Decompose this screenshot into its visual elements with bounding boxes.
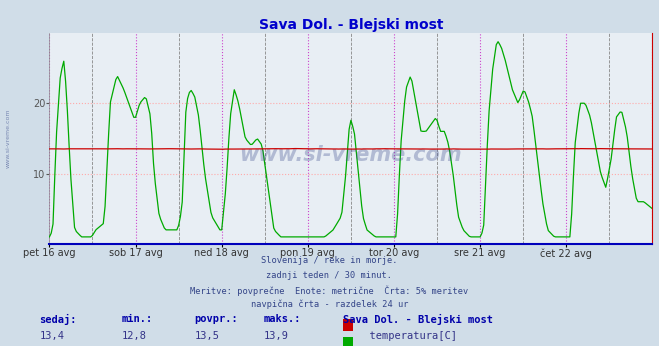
Title: Sava Dol. - Blejski most: Sava Dol. - Blejski most <box>259 18 443 32</box>
Text: zadnji teden / 30 minut.: zadnji teden / 30 minut. <box>266 271 393 280</box>
Text: temperatura[C]: temperatura[C] <box>357 331 457 341</box>
Text: www.si-vreme.com: www.si-vreme.com <box>240 145 462 165</box>
Text: Slovenija / reke in morje.: Slovenija / reke in morje. <box>261 256 398 265</box>
Text: navpična črta - razdelek 24 ur: navpična črta - razdelek 24 ur <box>251 300 408 309</box>
Text: Meritve: povprečne  Enote: metrične  Črta: 5% meritev: Meritve: povprečne Enote: metrične Črta:… <box>190 285 469 295</box>
Text: 12,8: 12,8 <box>122 331 147 341</box>
Text: 13,4: 13,4 <box>40 331 65 341</box>
Text: Sava Dol. - Blejski most: Sava Dol. - Blejski most <box>343 314 493 325</box>
Text: povpr.:: povpr.: <box>194 314 238 324</box>
Text: 13,9: 13,9 <box>264 331 289 341</box>
Text: www.si-vreme.com: www.si-vreme.com <box>5 109 11 168</box>
Text: 13,5: 13,5 <box>194 331 219 341</box>
Text: min.:: min.: <box>122 314 153 324</box>
Text: maks.:: maks.: <box>264 314 301 324</box>
Text: sedaj:: sedaj: <box>40 314 77 325</box>
